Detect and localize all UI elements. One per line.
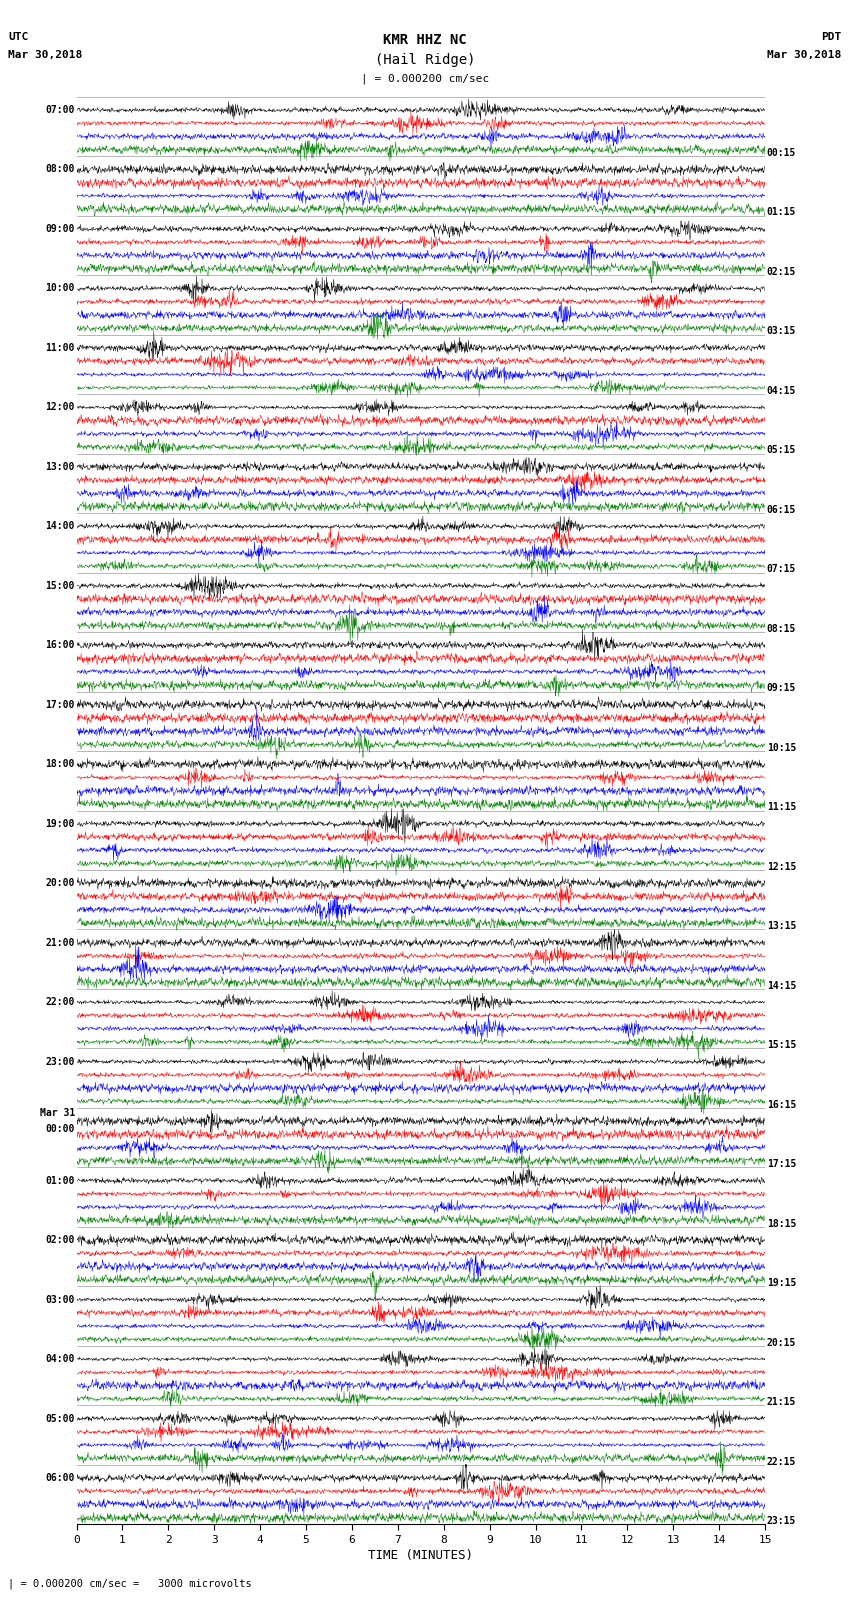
Text: (Hail Ridge): (Hail Ridge) <box>375 53 475 66</box>
Text: 10:15: 10:15 <box>767 742 796 753</box>
Text: 12:15: 12:15 <box>767 861 796 871</box>
Text: 16:00: 16:00 <box>45 640 75 650</box>
Text: 06:00: 06:00 <box>45 1473 75 1482</box>
Text: 09:15: 09:15 <box>767 684 796 694</box>
Text: UTC: UTC <box>8 32 29 42</box>
Text: 14:15: 14:15 <box>767 981 796 990</box>
Text: 20:00: 20:00 <box>45 877 75 889</box>
Text: 02:15: 02:15 <box>767 266 796 277</box>
Text: 16:15: 16:15 <box>767 1100 796 1110</box>
Text: 03:15: 03:15 <box>767 326 796 337</box>
Text: 05:15: 05:15 <box>767 445 796 455</box>
Text: 18:00: 18:00 <box>45 760 75 769</box>
Text: Mar 30,2018: Mar 30,2018 <box>8 50 82 60</box>
Text: | = 0.000200 cm/sec: | = 0.000200 cm/sec <box>361 74 489 84</box>
Text: 06:15: 06:15 <box>767 505 796 515</box>
Text: KMR HHZ NC: KMR HHZ NC <box>383 34 467 47</box>
Text: 11:15: 11:15 <box>767 802 796 813</box>
Text: 15:00: 15:00 <box>45 581 75 590</box>
Text: 15:15: 15:15 <box>767 1040 796 1050</box>
Text: 00:15: 00:15 <box>767 148 796 158</box>
Text: 21:15: 21:15 <box>767 1397 796 1407</box>
Text: 13:00: 13:00 <box>45 461 75 473</box>
Text: 11:00: 11:00 <box>45 344 75 353</box>
Text: 02:00: 02:00 <box>45 1236 75 1245</box>
Text: 09:00: 09:00 <box>45 224 75 234</box>
Text: 17:15: 17:15 <box>767 1160 796 1169</box>
Text: 18:15: 18:15 <box>767 1218 796 1229</box>
Text: | = 0.000200 cm/sec =   3000 microvolts: | = 0.000200 cm/sec = 3000 microvolts <box>8 1579 252 1589</box>
Text: 01:00: 01:00 <box>45 1176 75 1186</box>
Text: 14:00: 14:00 <box>45 521 75 531</box>
Text: 12:00: 12:00 <box>45 402 75 413</box>
Text: 04:15: 04:15 <box>767 386 796 395</box>
Text: 22:15: 22:15 <box>767 1457 796 1466</box>
Text: 19:00: 19:00 <box>45 819 75 829</box>
Text: 22:00: 22:00 <box>45 997 75 1007</box>
Text: 23:00: 23:00 <box>45 1057 75 1066</box>
Text: 04:00: 04:00 <box>45 1353 75 1365</box>
X-axis label: TIME (MINUTES): TIME (MINUTES) <box>368 1548 473 1561</box>
Text: 05:00: 05:00 <box>45 1413 75 1424</box>
Text: 17:00: 17:00 <box>45 700 75 710</box>
Text: 07:00: 07:00 <box>45 105 75 115</box>
Text: 21:00: 21:00 <box>45 937 75 948</box>
Text: 10:00: 10:00 <box>45 284 75 294</box>
Text: 20:15: 20:15 <box>767 1337 796 1347</box>
Text: 08:00: 08:00 <box>45 165 75 174</box>
Text: 08:15: 08:15 <box>767 624 796 634</box>
Text: PDT: PDT <box>821 32 842 42</box>
Text: 00:00: 00:00 <box>45 1124 75 1134</box>
Text: 13:15: 13:15 <box>767 921 796 931</box>
Text: 23:15: 23:15 <box>767 1516 796 1526</box>
Text: 01:15: 01:15 <box>767 208 796 218</box>
Text: 19:15: 19:15 <box>767 1277 796 1289</box>
Text: 07:15: 07:15 <box>767 565 796 574</box>
Text: Mar 30,2018: Mar 30,2018 <box>768 50 842 60</box>
Text: Mar 31: Mar 31 <box>40 1108 75 1118</box>
Text: 03:00: 03:00 <box>45 1295 75 1305</box>
